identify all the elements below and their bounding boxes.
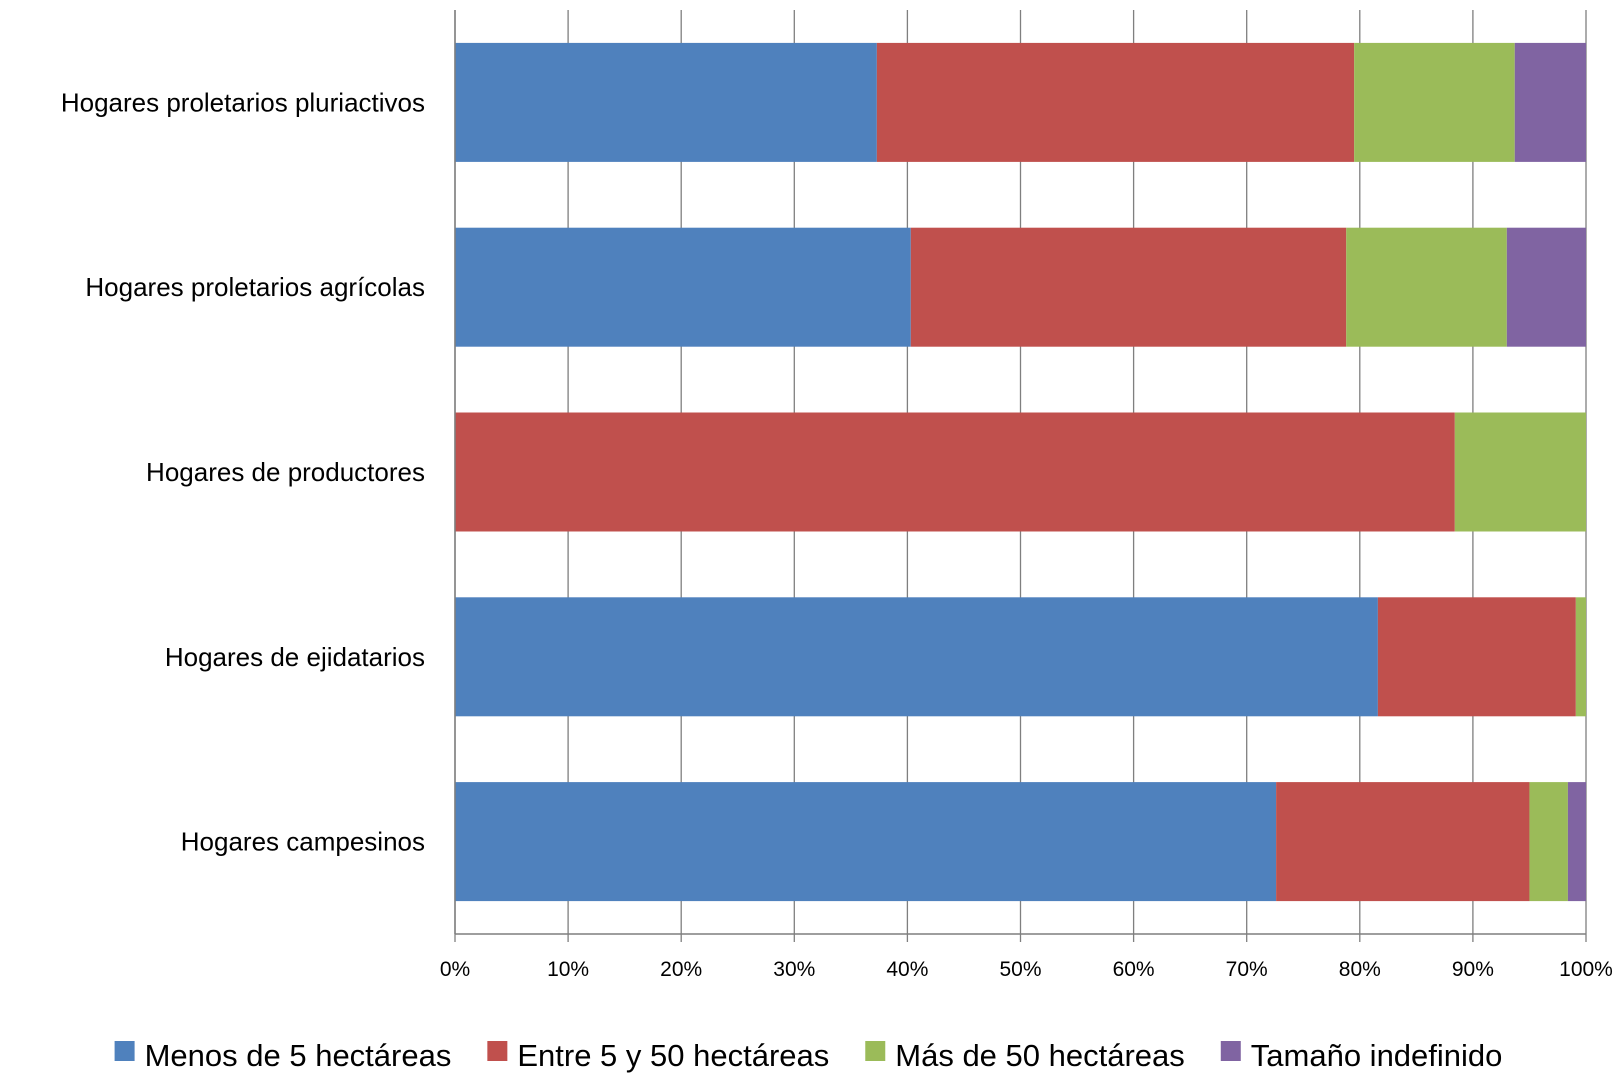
bar-segment xyxy=(1575,597,1586,717)
x-tick-label: 70% xyxy=(1226,958,1268,981)
legend-swatch xyxy=(1220,1041,1241,1061)
category-label: Hogares de ejidatarios xyxy=(165,642,425,672)
bars xyxy=(455,42,1586,902)
bar-segment xyxy=(1354,42,1515,162)
x-tick-label: 40% xyxy=(886,958,928,981)
x-tick-label: 0% xyxy=(440,958,470,981)
x-tick-label: 50% xyxy=(999,958,1041,981)
bar-segment xyxy=(1514,42,1586,162)
bar-segment xyxy=(1377,597,1576,717)
bar-segment xyxy=(1454,412,1586,532)
bar-segment xyxy=(1346,227,1507,347)
bar-segment xyxy=(876,42,1355,162)
legend-item: Tamaño indefinido xyxy=(1220,1038,1503,1073)
category-label: Hogares campesinos xyxy=(181,827,425,857)
x-tick-labels: 0% 10% 20% 30% 40% 50% 60% 70% 80% 90% 100% xyxy=(440,958,1613,981)
x-tick-label: 90% xyxy=(1452,958,1494,981)
bar-segment xyxy=(455,782,1277,902)
legend-swatch xyxy=(865,1041,886,1061)
x-tick-label: 80% xyxy=(1339,958,1381,981)
legend-label: Tamaño indefinido xyxy=(1251,1038,1503,1073)
legend-label: Más de 50 hectáreas xyxy=(895,1038,1185,1073)
x-tick-label: 30% xyxy=(773,958,815,981)
legend-swatch xyxy=(487,1041,508,1061)
legend-item: Más de 50 hectáreas xyxy=(865,1038,1185,1073)
x-tick-label: 10% xyxy=(547,958,589,981)
legend-item: Entre 5 y 50 hectáreas xyxy=(487,1038,829,1073)
axes xyxy=(454,10,1586,935)
legend: Menos de 5 hectáreas Entre 5 y 50 hectáre… xyxy=(114,1038,1503,1073)
bar-segment xyxy=(455,227,911,347)
bar-segment xyxy=(455,412,1455,532)
legend-swatch xyxy=(114,1041,135,1061)
category-labels: Hogares proletarios pluriactivos Hogares … xyxy=(61,87,425,856)
category-label: Hogares de productores xyxy=(146,457,425,487)
bar-segment xyxy=(1567,782,1586,902)
legend-label: Entre 5 y 50 hectáreas xyxy=(517,1038,829,1073)
bar-segment xyxy=(1506,227,1586,347)
legend-label: Menos de 5 hectáreas xyxy=(145,1038,452,1073)
bar-segment xyxy=(455,597,1378,717)
x-tick-label: 20% xyxy=(660,958,702,981)
bar-segment xyxy=(455,42,877,162)
category-label: Hogares proletarios pluriactivos xyxy=(61,87,425,117)
x-tick-label: 60% xyxy=(1113,958,1155,981)
bar-segment xyxy=(1529,782,1568,902)
x-tick-label: 100% xyxy=(1559,958,1613,981)
category-label: Hogares proletarios agrícolas xyxy=(85,272,425,302)
legend-item: Menos de 5 hectáreas xyxy=(114,1038,452,1073)
bar-segment xyxy=(910,227,1347,347)
bar-segment xyxy=(1276,782,1530,902)
